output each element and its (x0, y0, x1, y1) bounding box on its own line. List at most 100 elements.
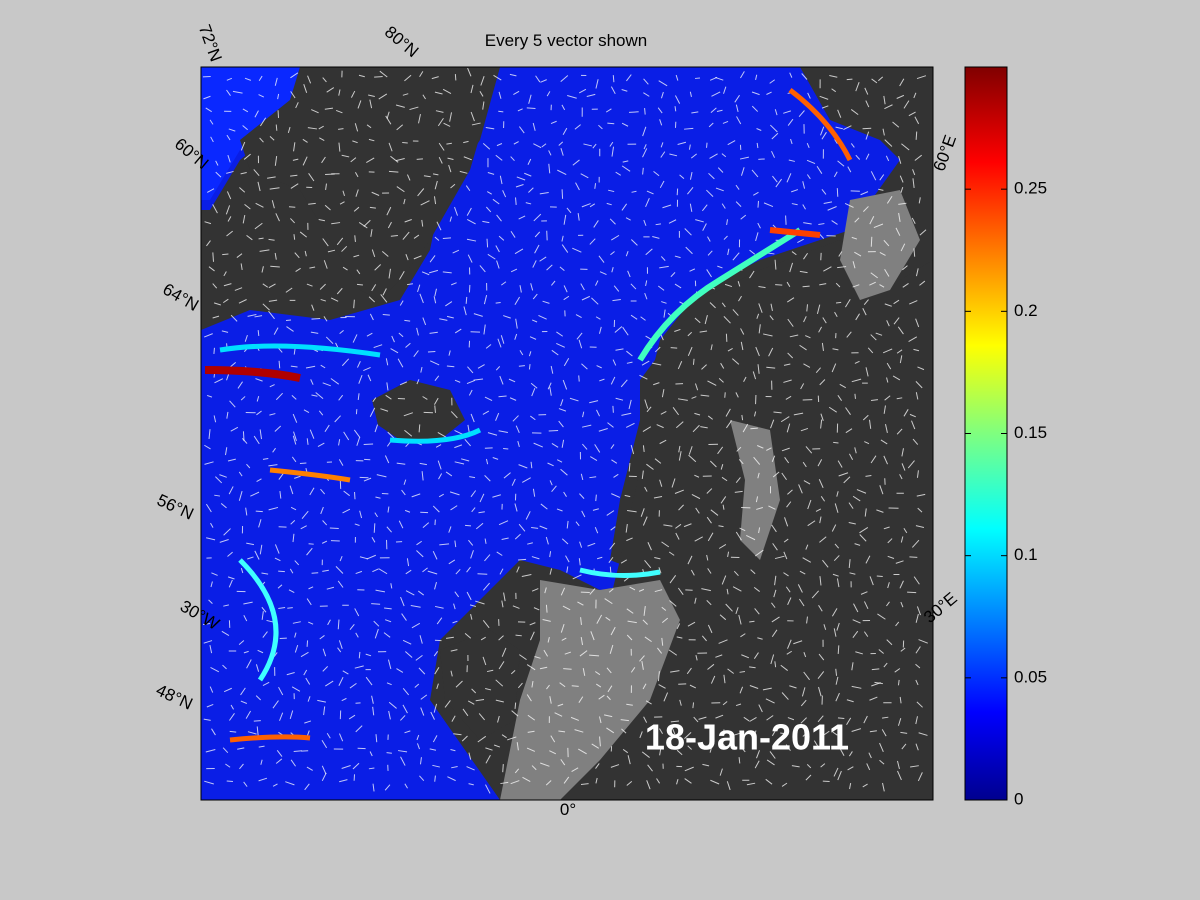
vector (818, 686, 822, 697)
vector (685, 246, 693, 255)
vector (786, 173, 792, 183)
vector (403, 479, 407, 485)
vector (386, 526, 392, 533)
vector (736, 116, 742, 125)
vector (371, 191, 380, 196)
vector (628, 399, 632, 410)
vector (805, 544, 809, 550)
vector (910, 765, 919, 768)
vector (510, 268, 518, 273)
vector (479, 90, 484, 97)
vector (726, 588, 729, 595)
vector (531, 588, 539, 592)
vector (529, 622, 536, 626)
vector (834, 503, 839, 513)
vector (755, 232, 759, 242)
vector (452, 249, 460, 254)
vector (621, 412, 632, 416)
vector (433, 196, 437, 205)
vector (386, 111, 390, 119)
vector (607, 122, 615, 125)
vector (694, 597, 697, 604)
vector (784, 517, 789, 527)
vector (707, 415, 713, 420)
vector (448, 526, 452, 533)
vector (459, 170, 468, 174)
vector (562, 127, 568, 135)
vector (627, 509, 637, 513)
vector (373, 523, 376, 533)
vector (277, 584, 283, 589)
vector (732, 586, 742, 592)
vector (525, 202, 532, 205)
vector (338, 459, 344, 466)
vector (791, 189, 799, 193)
vector (349, 682, 357, 689)
vector (848, 453, 854, 461)
vector (320, 506, 324, 515)
vector (209, 119, 214, 125)
vector (467, 424, 470, 433)
vector (835, 676, 839, 685)
vector (774, 661, 777, 668)
vector (661, 606, 667, 611)
vector (575, 314, 582, 318)
vector (897, 718, 902, 726)
vector (879, 485, 884, 495)
vector (546, 264, 553, 271)
vector (820, 730, 830, 738)
vector (479, 265, 486, 273)
vector (876, 509, 884, 513)
vector (645, 700, 652, 705)
vector (628, 462, 631, 472)
vector (709, 302, 716, 309)
vector (519, 654, 527, 661)
vector (607, 422, 614, 428)
vector (739, 671, 746, 673)
vector (754, 549, 764, 557)
vector (468, 389, 473, 396)
vector (256, 478, 262, 483)
vector (726, 219, 729, 226)
vector (466, 591, 472, 601)
vector (402, 639, 412, 645)
vector (766, 91, 772, 95)
vector (303, 84, 308, 93)
colorbar-tick-label: 0.1 (1014, 545, 1038, 564)
current (637, 227, 802, 362)
vector (768, 505, 776, 510)
vector (708, 172, 715, 180)
vector (210, 136, 214, 143)
vector (741, 414, 744, 421)
vector (418, 667, 426, 675)
vector (317, 699, 327, 703)
vector (789, 685, 797, 689)
vector (783, 538, 789, 543)
vector (558, 420, 564, 428)
vector (455, 680, 463, 688)
vector (531, 765, 537, 771)
vector (259, 544, 263, 555)
vector (606, 667, 612, 674)
vector (498, 395, 507, 398)
vector (278, 686, 284, 696)
vector (341, 697, 347, 702)
current (269, 467, 351, 483)
vector (767, 252, 775, 255)
vector (837, 770, 842, 781)
vector (268, 299, 278, 302)
vector (886, 320, 890, 327)
vector (797, 238, 804, 243)
vector (500, 335, 505, 344)
vector (896, 349, 903, 354)
vector (846, 78, 853, 81)
vector (500, 781, 509, 785)
vector (320, 298, 327, 302)
vector (870, 334, 877, 341)
vector (212, 283, 218, 289)
vector (369, 206, 376, 209)
vector (763, 202, 774, 208)
vector (402, 704, 408, 714)
vector (455, 568, 461, 575)
vector (587, 542, 596, 547)
